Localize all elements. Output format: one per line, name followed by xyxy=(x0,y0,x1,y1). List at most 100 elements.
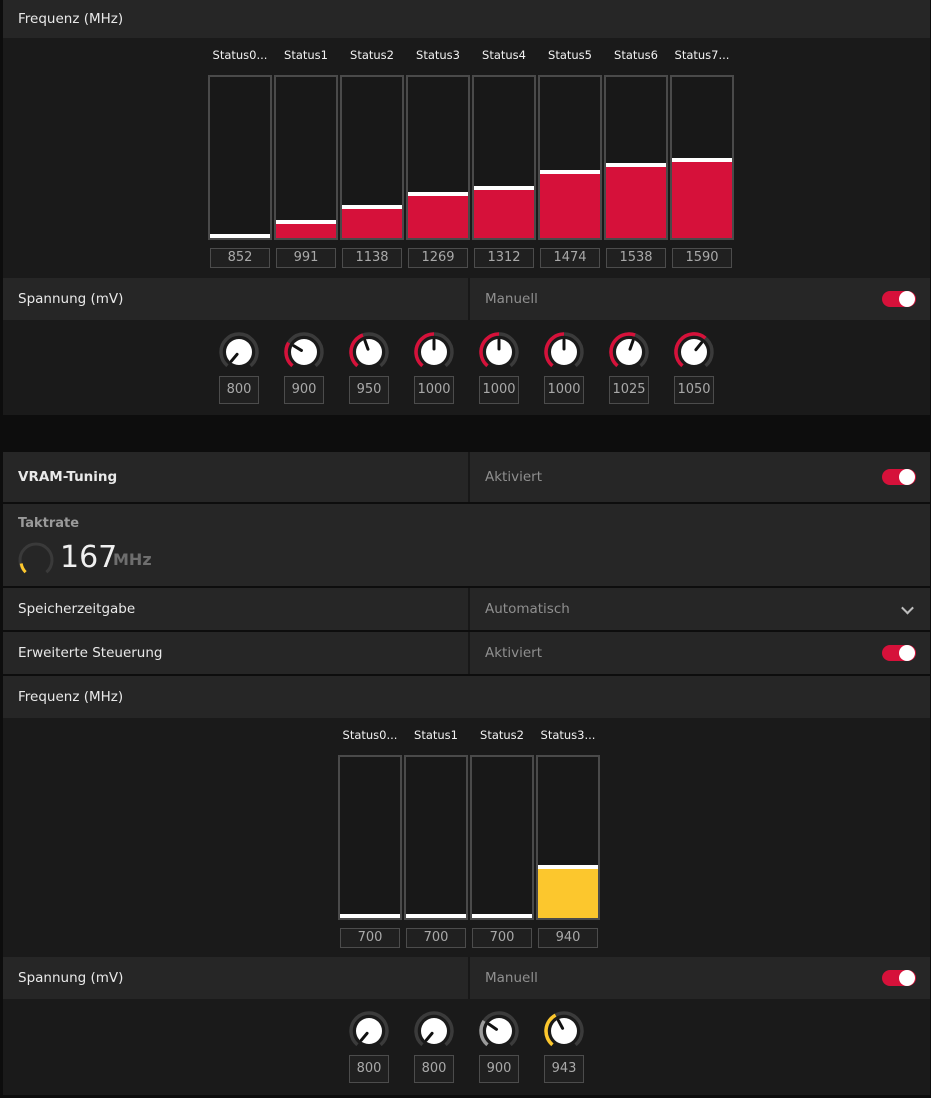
vram-tuning-status[interactable]: Aktiviert xyxy=(468,452,930,502)
gpu-freq-state-value[interactable]: 991 xyxy=(276,248,336,268)
vram-freq-state-handle[interactable] xyxy=(406,914,466,918)
gpu-volt-knob-5[interactable]: 1000 xyxy=(542,330,586,406)
vram-volt-knob-3[interactable]: 943 xyxy=(542,1009,586,1085)
gpu-freq-state-handle[interactable] xyxy=(474,186,534,190)
gpu-voltage-toggle[interactable] xyxy=(882,291,916,307)
gpu-freq-state-handle[interactable] xyxy=(342,205,402,209)
advanced-control-toggle[interactable] xyxy=(882,645,916,661)
gpu-freq-state-handle[interactable] xyxy=(408,192,468,196)
gpu-voltage-mode[interactable]: Manuell xyxy=(468,278,930,320)
vram-freq-state-value[interactable]: 700 xyxy=(340,928,400,948)
vram-tuning-toggle[interactable] xyxy=(882,469,916,485)
gpu-volt-knob-value[interactable]: 1000 xyxy=(544,376,584,404)
gpu-freq-state-value[interactable]: 852 xyxy=(210,248,270,268)
gpu-volt-knob-value[interactable]: 800 xyxy=(219,376,259,404)
vram-freq-state-2[interactable]: Status2 700 xyxy=(470,728,534,953)
gpu-volt-knob-value[interactable]: 900 xyxy=(284,376,324,404)
gpu-freq-state-value[interactable]: 1538 xyxy=(606,248,666,268)
gpu-freq-state-title: Status2 xyxy=(350,48,394,62)
vram-volt-knob-value[interactable]: 800 xyxy=(349,1055,389,1083)
vram-freq-state-value[interactable]: 700 xyxy=(406,928,466,948)
gpu-volt-knob-value[interactable]: 1000 xyxy=(479,376,519,404)
vram-volt-knob-value[interactable]: 900 xyxy=(479,1055,519,1083)
gpu-volt-knob-6[interactable]: 1025 xyxy=(607,330,651,406)
vram-freq-state-slider[interactable] xyxy=(536,755,600,920)
gpu-volt-knob-3[interactable]: 1000 xyxy=(412,330,456,406)
gpu-volt-knob-dial[interactable] xyxy=(672,330,716,374)
gpu-freq-state-value[interactable]: 1269 xyxy=(408,248,468,268)
gpu-freq-state-title: Status5 xyxy=(548,48,592,62)
gpu-freq-state-value[interactable]: 1138 xyxy=(342,248,402,268)
gpu-volt-knob-dial[interactable] xyxy=(347,330,391,374)
gpu-freq-state-slider[interactable] xyxy=(538,75,602,240)
vram-freq-state-value[interactable]: 700 xyxy=(472,928,532,948)
vram-freq-state-3[interactable]: Status3... 940 xyxy=(536,728,600,953)
gpu-volt-knob-value[interactable]: 950 xyxy=(349,376,389,404)
gpu-freq-state-handle[interactable] xyxy=(672,158,732,162)
vram-freq-state-handle[interactable] xyxy=(340,914,400,918)
vram-volt-knob-value[interactable]: 943 xyxy=(544,1055,584,1083)
gpu-freq-state-handle[interactable] xyxy=(540,170,600,174)
gpu-freq-state-slider[interactable] xyxy=(208,75,272,240)
gpu-freq-state-handle[interactable] xyxy=(210,234,270,238)
gpu-volt-knob-value[interactable]: 1000 xyxy=(414,376,454,404)
vram-freq-state-1[interactable]: Status1 700 xyxy=(404,728,468,953)
gpu-freq-state-slider[interactable] xyxy=(604,75,668,240)
gpu-volt-knob-1[interactable]: 900 xyxy=(282,330,326,406)
vram-freq-state-slider[interactable] xyxy=(470,755,534,920)
gpu-freq-state-7[interactable]: Status7... 1590 xyxy=(670,48,734,273)
vram-freq-state-handle[interactable] xyxy=(472,914,532,918)
gpu-volt-knob-7[interactable]: 1050 xyxy=(672,330,716,406)
gpu-freq-state-1[interactable]: Status1 991 xyxy=(274,48,338,273)
gpu-volt-knob-0[interactable]: 800 xyxy=(217,330,261,406)
vram-freq-state-slider[interactable] xyxy=(404,755,468,920)
gpu-freq-state-slider[interactable] xyxy=(406,75,470,240)
vram-volt-knob-dial[interactable] xyxy=(477,1009,521,1053)
gpu-freq-state-6[interactable]: Status6 1538 xyxy=(604,48,668,273)
gpu-freq-state-0[interactable]: Status0... 852 xyxy=(208,48,272,273)
vram-freq-state-handle[interactable] xyxy=(538,865,598,869)
gpu-volt-knob-dial[interactable] xyxy=(477,330,521,374)
gpu-volt-knob-dial[interactable] xyxy=(217,330,261,374)
gpu-freq-state-handle[interactable] xyxy=(606,163,666,167)
gpu-voltage-mode-value: Manuell xyxy=(485,291,538,307)
vram-voltage-toggle[interactable] xyxy=(882,970,916,986)
vram-volt-knob-value[interactable]: 800 xyxy=(414,1055,454,1083)
gpu-freq-state-value[interactable]: 1474 xyxy=(540,248,600,268)
vram-volt-knob-1[interactable]: 800 xyxy=(412,1009,456,1085)
vram-volt-knob-0[interactable]: 800 xyxy=(347,1009,391,1085)
advanced-control-status[interactable]: Aktiviert xyxy=(468,632,930,674)
gpu-volt-knob-2[interactable]: 950 xyxy=(347,330,391,406)
vram-volt-knob-2[interactable]: 900 xyxy=(477,1009,521,1085)
vram-freq-state-slider[interactable] xyxy=(338,755,402,920)
advanced-control-value: Aktiviert xyxy=(485,645,542,661)
gpu-freq-state-3[interactable]: Status3 1269 xyxy=(406,48,470,273)
gpu-volt-knob-dial[interactable] xyxy=(607,330,651,374)
gpu-freq-state-slider[interactable] xyxy=(472,75,536,240)
vram-volt-knob-dial[interactable] xyxy=(347,1009,391,1053)
gpu-freq-state-4[interactable]: Status4 1312 xyxy=(472,48,536,273)
gpu-freq-state-slider[interactable] xyxy=(670,75,734,240)
gpu-volt-knob-dial[interactable] xyxy=(412,330,456,374)
gpu-freq-state-slider[interactable] xyxy=(340,75,404,240)
gpu-freq-state-slider[interactable] xyxy=(274,75,338,240)
vram-voltage-mode[interactable]: Manuell xyxy=(468,957,930,999)
vram-volt-knob-dial[interactable] xyxy=(542,1009,586,1053)
gpu-volt-knob-value[interactable]: 1025 xyxy=(609,376,649,404)
gpu-volt-knob-dial[interactable] xyxy=(542,330,586,374)
gpu-freq-state-2[interactable]: Status2 1138 xyxy=(340,48,404,273)
gpu-volt-knob-track xyxy=(219,332,259,368)
gpu-freq-state-5[interactable]: Status5 1474 xyxy=(538,48,602,273)
memory-timing-select[interactable]: Automatisch xyxy=(468,588,930,630)
gpu-freq-state-value[interactable]: 1312 xyxy=(474,248,534,268)
vram-volt-knob-dial[interactable] xyxy=(412,1009,456,1053)
vram-freq-state-0[interactable]: Status0... 700 xyxy=(338,728,402,953)
gpu-volt-knob-4[interactable]: 1000 xyxy=(477,330,521,406)
gpu-volt-knob-dial[interactable] xyxy=(282,330,326,374)
chevron-down-icon[interactable] xyxy=(901,601,914,615)
vram-freq-state-value[interactable]: 940 xyxy=(538,928,598,948)
gpu-freq-state-value[interactable]: 1590 xyxy=(672,248,732,268)
gpu-volt-knob-value[interactable]: 1050 xyxy=(674,376,714,404)
gpu-freq-state-handle[interactable] xyxy=(276,220,336,224)
vram-frequency-panel: Status0... 700 Status1 700 Status2 700 Status3… xyxy=(3,718,930,957)
